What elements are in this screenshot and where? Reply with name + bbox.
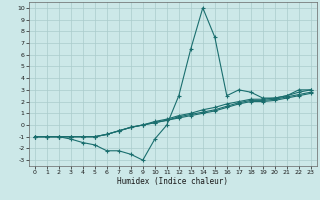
X-axis label: Humidex (Indice chaleur): Humidex (Indice chaleur) bbox=[117, 177, 228, 186]
